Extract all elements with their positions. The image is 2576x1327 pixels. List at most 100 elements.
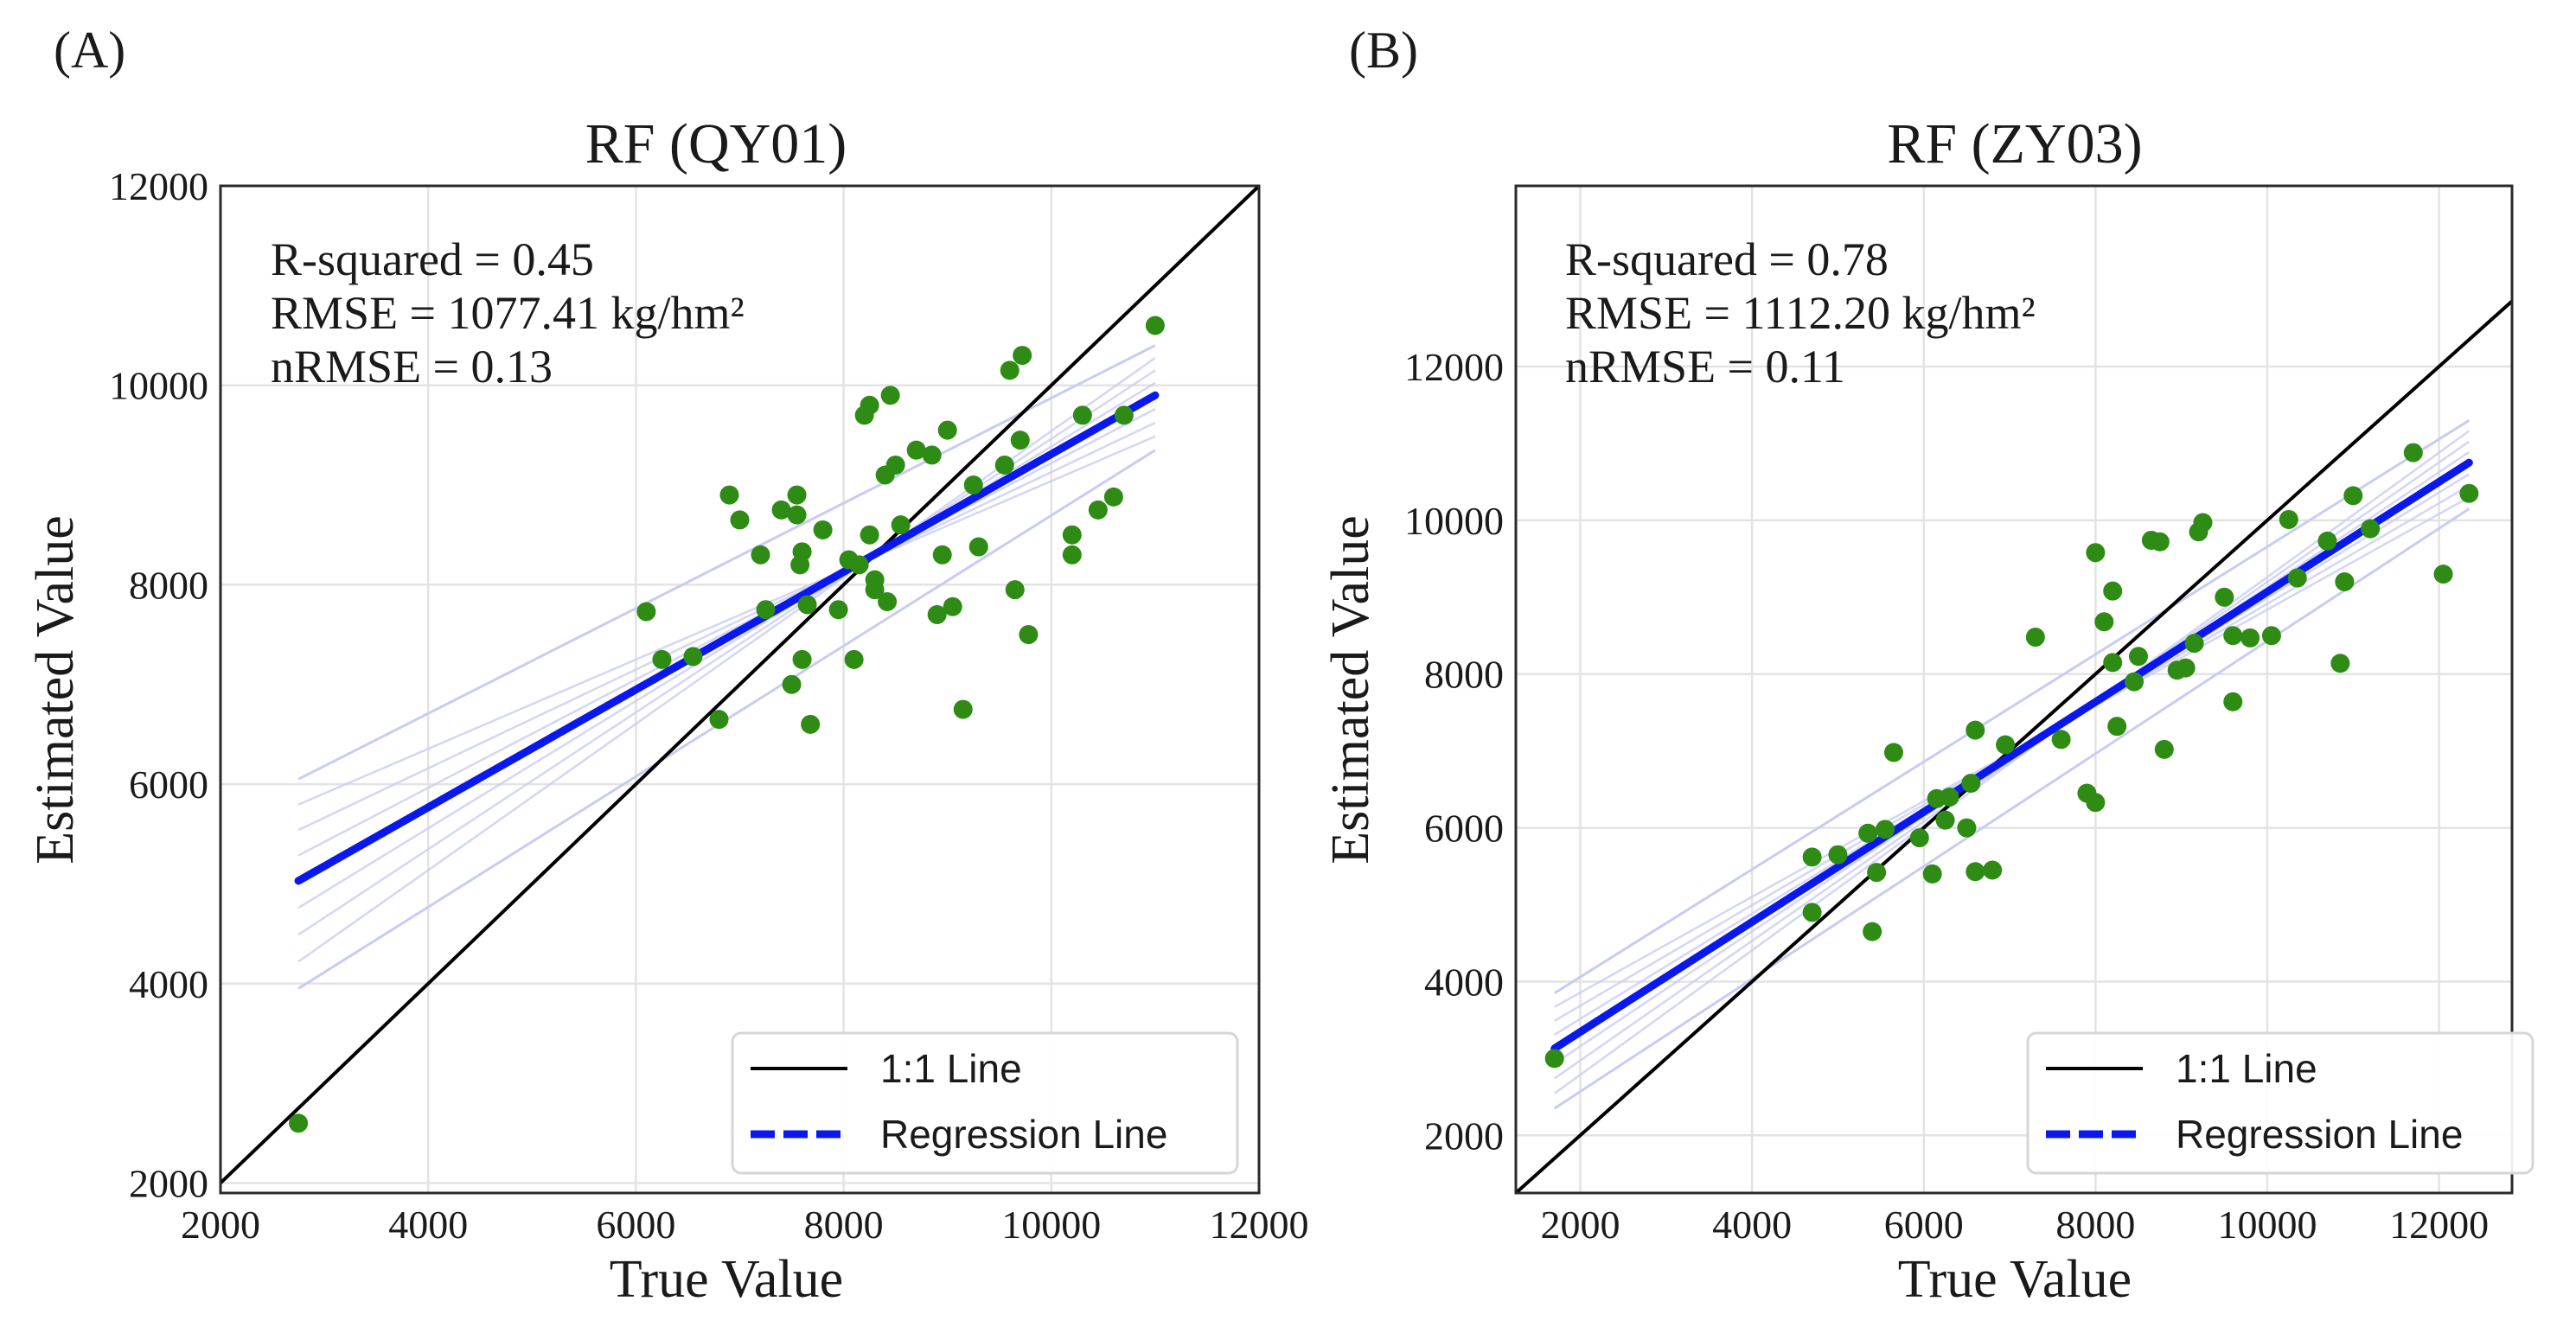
data-point xyxy=(1966,862,1985,882)
data-point xyxy=(2240,628,2260,648)
r-squared-text: R-squared = 0.45 xyxy=(271,233,594,285)
data-point xyxy=(2125,672,2145,692)
data-point xyxy=(813,520,833,539)
y-tick-label: 8000 xyxy=(1424,653,1504,697)
data-point xyxy=(1062,545,1082,565)
data-point xyxy=(792,649,812,669)
data-point xyxy=(751,545,770,565)
data-point xyxy=(2215,587,2234,607)
data-point xyxy=(756,600,776,620)
band-edge xyxy=(1553,507,2471,1110)
data-points xyxy=(289,316,1165,1133)
nrmse-text: nRMSE = 0.13 xyxy=(271,341,553,392)
data-point xyxy=(2361,519,2381,539)
data-point xyxy=(1828,845,1848,864)
data-point xyxy=(963,475,983,495)
data-point xyxy=(289,1113,309,1133)
data-point xyxy=(2051,730,2071,750)
y-tick-label: 12000 xyxy=(109,164,208,208)
x-tick-label: 6000 xyxy=(1884,1203,1964,1247)
data-point xyxy=(2330,654,2350,673)
legend-item-identity: 1:1 Line xyxy=(2176,1046,2317,1091)
data-point xyxy=(2086,543,2106,563)
data-point xyxy=(860,525,879,545)
band-edge xyxy=(297,344,1156,781)
identity-line xyxy=(219,184,1261,1184)
tick-labels: 2000 4000 6000 8000 10000 12000 2000 4000 6000 80… xyxy=(1404,345,2489,1247)
data-point xyxy=(860,395,879,415)
x-tick-label: 6000 xyxy=(596,1203,675,1247)
data-point xyxy=(2184,634,2204,654)
data-point xyxy=(2459,483,2479,503)
data-point xyxy=(2317,531,2337,551)
data-point xyxy=(828,600,848,620)
data-point xyxy=(709,710,729,730)
data-point xyxy=(1544,1049,1564,1069)
data-point xyxy=(1145,316,1165,335)
band-line xyxy=(297,369,1156,936)
data-point xyxy=(1983,860,2003,880)
data-point xyxy=(1863,922,1882,941)
legend-item-identity: 1:1 Line xyxy=(880,1046,1022,1091)
panel-a: (A) RF (QY01) 2000 4000 6000 8000 10000 12000… xyxy=(26,22,1309,1309)
data-point xyxy=(2403,443,2423,463)
data-point xyxy=(922,445,942,465)
data-point xyxy=(2287,568,2307,588)
data-point xyxy=(1883,743,1903,762)
band-edge xyxy=(1553,418,2471,995)
stats-annotation: R-squared = 0.78 RMSE = 1112.20 kg/hm² n… xyxy=(1565,233,2036,392)
x-tick-label: 8000 xyxy=(804,1203,884,1247)
x-tick-label: 12000 xyxy=(1210,1203,1309,1247)
tick-labels: 2000 4000 6000 8000 10000 12000 2000 4000 6000 80… xyxy=(109,164,1309,1247)
data-point xyxy=(1088,500,1108,520)
stats-annotation: R-squared = 0.45 RMSE = 1077.41 kg/hm² n… xyxy=(271,233,745,392)
data-point xyxy=(1005,580,1025,600)
panel-label: (B) xyxy=(1349,22,1418,79)
data-point xyxy=(683,647,703,667)
band-line xyxy=(297,435,1156,806)
grid-lines xyxy=(1516,186,2512,1193)
data-point xyxy=(730,510,750,530)
data-point xyxy=(771,500,791,520)
data-point xyxy=(1019,625,1039,645)
data-point xyxy=(1013,346,1032,366)
data-point xyxy=(1876,820,1895,839)
data-point xyxy=(1957,818,1977,838)
data-point xyxy=(2025,628,2045,648)
data-point xyxy=(927,604,947,624)
y-tick-label: 6000 xyxy=(1424,807,1504,851)
r-squared-text: R-squared = 0.78 xyxy=(1565,233,1889,285)
data-point xyxy=(2129,647,2148,667)
data-point xyxy=(1909,828,1929,848)
data-point xyxy=(2154,739,2174,759)
data-point xyxy=(2107,717,2127,737)
legend-item-regression: Regression Line xyxy=(880,1112,1167,1157)
data-point xyxy=(1062,525,1082,545)
data-point xyxy=(1858,823,1878,843)
data-point xyxy=(1961,773,1981,793)
data-point xyxy=(1935,810,1955,830)
data-point xyxy=(2335,571,2355,591)
data-point xyxy=(937,420,957,440)
data-point xyxy=(1867,863,1887,883)
data-point xyxy=(2223,626,2243,646)
x-tick-label: 12000 xyxy=(2389,1203,2489,1247)
y-axis-label: Estimated Value xyxy=(26,515,85,864)
legend: 1:1 Line Regression Line xyxy=(2026,1031,2534,1175)
panel-b: (B) RF (ZY03) 2000 4000 6000 8000 10000 12000… xyxy=(1321,22,2534,1309)
band-line xyxy=(297,381,1156,909)
y-tick-label: 2000 xyxy=(129,1161,208,1205)
rmse-text: RMSE = 1112.20 kg/hm² xyxy=(1565,287,2036,339)
nrmse-text: nRMSE = 0.11 xyxy=(1565,341,1845,392)
data-point xyxy=(878,591,898,611)
chart-title: RF (ZY03) xyxy=(1887,112,2142,175)
x-tick-label: 10000 xyxy=(2217,1203,2317,1247)
data-point xyxy=(1010,431,1030,450)
data-point xyxy=(994,455,1014,475)
data-point xyxy=(849,555,869,575)
data-point xyxy=(2086,793,2106,813)
panel-label: (A) xyxy=(54,22,125,79)
data-point xyxy=(880,386,900,405)
data-point xyxy=(1996,735,2016,755)
legend-item-regression: Regression Line xyxy=(2176,1112,2463,1157)
